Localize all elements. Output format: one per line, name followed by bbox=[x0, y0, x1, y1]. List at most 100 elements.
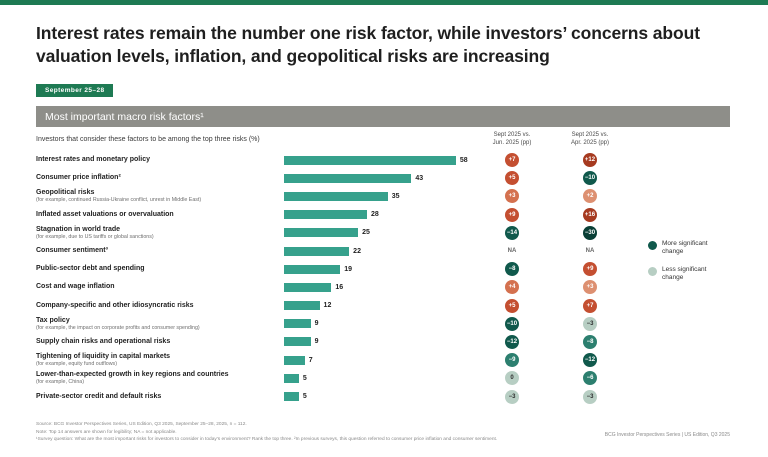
risk-label-note: (for example, continued Russia-Ukraine c… bbox=[36, 197, 202, 204]
top-accent-bar bbox=[0, 0, 768, 5]
delta-cell: NA bbox=[548, 248, 632, 254]
bar-cell: 7 bbox=[284, 355, 476, 365]
legend-dot bbox=[648, 267, 657, 277]
risk-label-note: (for example, equity fund outflows) bbox=[36, 361, 117, 368]
bar-cell: 16 bbox=[284, 282, 476, 292]
delta-cell: −10 bbox=[476, 316, 548, 331]
delta-cell: +7 bbox=[548, 298, 632, 313]
table-row: Interest rates and monetary policy 58 +7 +1… bbox=[36, 151, 636, 169]
delta-badge: +5 bbox=[505, 298, 519, 313]
risk-label-note: (for example, China) bbox=[36, 379, 84, 386]
delta-cell: −12 bbox=[548, 353, 632, 368]
chart-title: Most important macro risk factors¹ bbox=[45, 110, 204, 123]
delta-cell: +16 bbox=[548, 207, 632, 222]
delta-badge: −6 bbox=[583, 371, 597, 386]
delta-badge: −8 bbox=[583, 334, 597, 349]
series-credit: BCG Investor Perspectives Series | US Ed… bbox=[604, 432, 730, 438]
bar-cell: 9 bbox=[284, 319, 476, 329]
delta-badge: −10 bbox=[583, 171, 597, 186]
table-row: Private-sector credit and default risks 5… bbox=[36, 387, 636, 405]
risk-label-text: Lower-than-expected growth in key region… bbox=[36, 371, 229, 379]
bar-cell: 25 bbox=[284, 228, 476, 238]
chart-title-band: Most important macro risk factors¹ bbox=[36, 106, 730, 127]
risk-label-text: Private-sector credit and default risks bbox=[36, 392, 162, 400]
risk-label-text: Geopolitical risks bbox=[36, 189, 95, 197]
delta-badge: +3 bbox=[505, 189, 519, 204]
risk-label: Lower-than-expected growth in key region… bbox=[36, 371, 284, 385]
date-badge: September 25–28 bbox=[36, 84, 114, 97]
delta-badge: +12 bbox=[583, 153, 597, 168]
risk-label-text: Tax policy bbox=[36, 316, 70, 324]
bar-cell: 12 bbox=[284, 301, 476, 311]
risk-bar bbox=[284, 392, 299, 402]
delta-cell: NA bbox=[476, 248, 548, 254]
delta-badge: +5 bbox=[505, 171, 519, 186]
risk-bar bbox=[284, 173, 412, 183]
risk-bar bbox=[284, 191, 388, 201]
legend: More significant change Less significant … bbox=[648, 240, 726, 293]
delta-cell: −3 bbox=[548, 316, 632, 331]
risk-value: 5 bbox=[302, 393, 307, 401]
delta-cell: −9 bbox=[476, 353, 548, 368]
delta-badge: −10 bbox=[505, 316, 519, 331]
risk-label: Stagnation in world trade (for example, d… bbox=[36, 226, 284, 240]
risk-value: 16 bbox=[335, 283, 344, 291]
footnotes: Source: BCG Investor Perspectives Series… bbox=[36, 421, 596, 444]
bar-cell: 5 bbox=[284, 392, 476, 402]
risk-value: 35 bbox=[391, 192, 400, 200]
delta-badge: −3 bbox=[505, 389, 519, 404]
delta-cell: −8 bbox=[476, 262, 548, 277]
risk-value: 19 bbox=[344, 265, 353, 273]
risk-label-text: Cost and wage inflation bbox=[36, 283, 115, 291]
delta-badge: −8 bbox=[505, 262, 519, 277]
table-row: Consumer price inflation² 43 +5 −10 bbox=[36, 169, 636, 187]
delta-badge: −3 bbox=[583, 316, 597, 331]
delta-cell: +12 bbox=[548, 153, 632, 168]
delta-cell: +2 bbox=[548, 189, 632, 204]
table-row: Lower-than-expected growth in key region… bbox=[36, 369, 636, 387]
note: Note: Top 14 answers are shown for legib… bbox=[36, 429, 177, 435]
column-header-jun: Sept 2025 vs. Jun. 2025 (pp) bbox=[492, 132, 532, 147]
risk-bar bbox=[284, 355, 305, 365]
delta-badge: +7 bbox=[583, 298, 597, 313]
risk-bar bbox=[284, 337, 311, 347]
risk-bar bbox=[284, 246, 350, 256]
table-row: Company-specific and other idiosyncratic… bbox=[36, 297, 636, 315]
risk-rows: Interest rates and monetary policy 58 +7 +1… bbox=[36, 151, 636, 406]
delta-badge: +7 bbox=[505, 153, 519, 168]
risk-value: 12 bbox=[323, 302, 332, 310]
delta-cell: −10 bbox=[548, 171, 632, 186]
delta-cell: +4 bbox=[476, 280, 548, 295]
risk-label: Interest rates and monetary policy bbox=[36, 156, 284, 164]
survey-question-note: ¹Survey question: What are the most impo… bbox=[36, 437, 498, 443]
delta-cell: +5 bbox=[476, 171, 548, 186]
delta-cell: −14 bbox=[476, 225, 548, 240]
table-row: Tightening of liquidity in capital marke… bbox=[36, 351, 636, 369]
risk-value: 58 bbox=[459, 156, 468, 164]
delta-cell: +3 bbox=[476, 189, 548, 204]
bar-cell: 35 bbox=[284, 191, 476, 201]
delta-badge: −3 bbox=[583, 389, 597, 404]
risk-label-text: Interest rates and monetary policy bbox=[36, 156, 150, 164]
delta-cell: −8 bbox=[548, 334, 632, 349]
risk-value: 5 bbox=[302, 374, 307, 382]
legend-item: More significant change bbox=[648, 240, 726, 256]
risk-bar bbox=[284, 228, 359, 238]
risk-label: Consumer price inflation² bbox=[36, 174, 284, 182]
risk-label-text: Consumer sentiment³ bbox=[36, 247, 108, 254]
bar-cell: 28 bbox=[284, 210, 476, 220]
risk-value: 7 bbox=[308, 356, 313, 364]
delta-na: NA bbox=[507, 248, 517, 255]
risk-label: Private-sector credit and default risks bbox=[36, 393, 284, 401]
delta-cell: −30 bbox=[548, 225, 632, 240]
bar-cell: 58 bbox=[284, 155, 476, 165]
table-row: Inflated asset valuations or overvaluati… bbox=[36, 206, 636, 224]
delta-na: NA bbox=[585, 248, 595, 255]
delta-cell: +9 bbox=[548, 262, 632, 277]
delta-cell: +3 bbox=[548, 280, 632, 295]
risk-bar bbox=[284, 155, 456, 165]
delta-badge: +16 bbox=[583, 207, 597, 222]
risk-label: Company-specific and other idiosyncratic… bbox=[36, 302, 284, 310]
risk-label-note: (for example, due to US tariffs or globa… bbox=[36, 233, 154, 240]
risk-label: Cost and wage inflation bbox=[36, 283, 284, 291]
